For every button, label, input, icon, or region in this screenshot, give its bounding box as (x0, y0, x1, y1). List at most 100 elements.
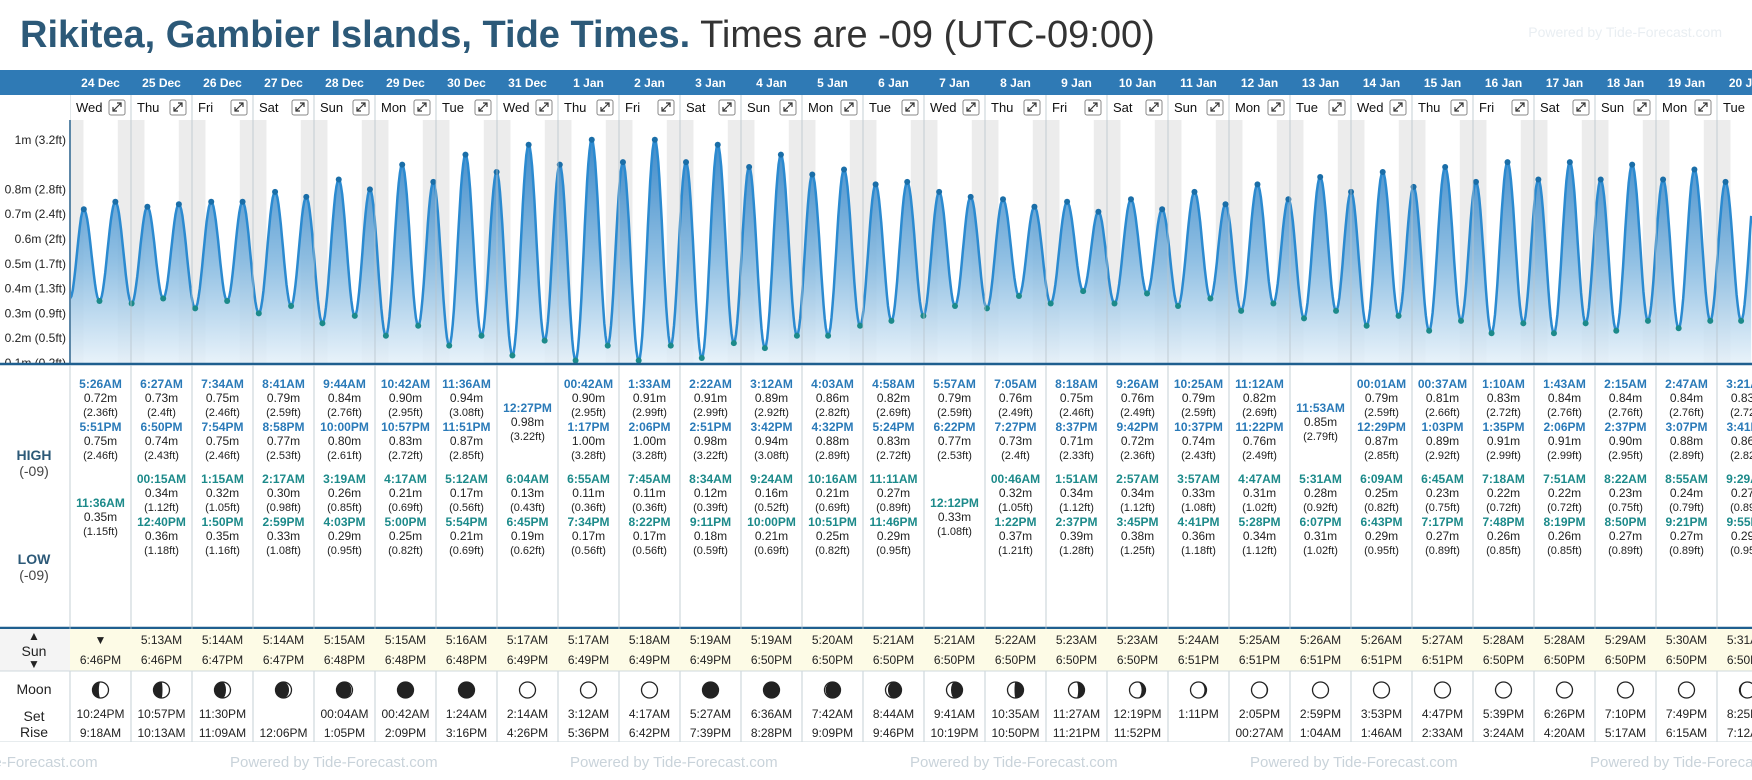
tide-time: 3:45PM (1116, 515, 1158, 529)
tide-time: 1:22PM (994, 515, 1036, 529)
tide-height-m: 0.31m (1243, 486, 1276, 500)
sunrise-time: 5:26AM (1300, 633, 1341, 647)
low-tide-marker (319, 320, 326, 327)
tide-time: 7:34AM (201, 377, 244, 391)
tide-height-ft: (2.53ft) (266, 450, 301, 462)
day-date-label: 16 Jan (1485, 76, 1522, 90)
day-weekday-label: Mon (1235, 100, 1260, 115)
tide-height-ft: (2.82ft) (815, 407, 850, 419)
tide-height-m: 0.26m (1548, 529, 1581, 543)
tide-height-m: 0.94m (450, 391, 483, 405)
tide-height-ft: (0.82ft) (1364, 502, 1399, 514)
moonrise-time: 9:46PM (873, 726, 914, 740)
tide-height-ft: (2.4ft) (147, 407, 176, 419)
expand-arrows-icon (844, 102, 854, 112)
sunrise-time: 5:17AM (568, 633, 609, 647)
tide-time: 4:58AM (872, 377, 915, 391)
moon-phase-icon (1616, 681, 1635, 699)
footer-watermark: Powered by Tide-Forecast.com (1590, 754, 1752, 771)
low-tide-marker (730, 340, 737, 347)
moonrise-time: 5:17AM (1605, 726, 1646, 740)
y-axis-gutter (0, 120, 70, 363)
tide-height-m: 0.73m (999, 434, 1032, 448)
tide-time: 10:16AM (808, 472, 857, 486)
tide-time: 8:58PM (262, 420, 304, 434)
tide-time: 3:12AM (750, 377, 793, 391)
day-date-label: 9 Jan (1061, 76, 1092, 90)
high-tz-label: (-09) (19, 463, 49, 479)
moon-shadow (1076, 682, 1085, 698)
low-tide-marker (983, 305, 990, 312)
day-date-label: 28 Dec (325, 76, 364, 90)
moon-phase-icon (518, 681, 537, 699)
low-tide-marker (1270, 300, 1277, 307)
day-weekday-label: Sat (1540, 100, 1560, 115)
day-date-label: 13 Jan (1302, 76, 1339, 90)
tide-height-m: 0.79m (938, 391, 971, 405)
tide-time: 10:42AM (381, 377, 430, 391)
tide-height-ft: (2.72ft) (1486, 407, 1521, 419)
tide-time: 10:51PM (808, 515, 857, 529)
tide-height-ft: (2.92ft) (754, 407, 789, 419)
tide-height-m: 0.34m (1243, 529, 1276, 543)
moon-shadow (825, 682, 841, 698)
low-tide-marker (572, 357, 579, 364)
high-tide-marker (904, 178, 911, 185)
tide-height-m: 0.90m (389, 391, 422, 405)
tide-height-m: 0.13m (511, 486, 544, 500)
tide-height-ft: (1.28ft) (1059, 545, 1094, 557)
tide-time: 3:41PM (1726, 420, 1752, 434)
expand-arrows-icon (905, 102, 915, 112)
tide-height-ft: (1.02ft) (1242, 502, 1277, 514)
day-date-label: 8 Jan (1000, 76, 1031, 90)
day-weekday-label: Sun (747, 100, 770, 115)
y-tick-label: 0.5m (1.7ft) (5, 257, 66, 271)
y-tick-label: 0.4m (1.3ft) (5, 282, 66, 296)
tide-height-ft: (2.4ft) (1001, 450, 1030, 462)
tide-height-ft: (2.49ft) (1120, 407, 1155, 419)
tide-time: 9:24AM (750, 472, 793, 486)
high-tide-marker (1691, 166, 1698, 173)
moonrise-time: 12:06PM (259, 726, 307, 740)
tide-height-ft: (2.43ft) (144, 450, 179, 462)
tide-height-ft: (0.56ft) (449, 502, 484, 514)
tide-height-ft: (2.85ft) (1364, 450, 1399, 462)
tide-height-m: 0.84m (1548, 391, 1581, 405)
low-tide-marker (509, 352, 516, 359)
low-tide-marker (857, 322, 864, 329)
tide-height-m: 0.79m (1182, 391, 1215, 405)
tide-time: 3:21AM (1726, 377, 1752, 391)
high-tide-marker (651, 136, 658, 143)
tide-height-ft: (2.99ft) (693, 407, 728, 419)
low-tide-marker (825, 332, 832, 339)
tide-height-ft: (2.59ft) (1181, 407, 1216, 419)
day-weekday-label: Mon (1662, 100, 1687, 115)
moonset-time: 10:35AM (991, 707, 1039, 721)
date-header-band (0, 70, 1752, 95)
day-date-label: 11 Jan (1180, 76, 1217, 90)
tide-chart-svg: 0.1m (0.2ft)0.2m (0.5ft)0.3m (0.9ft)0.4m… (0, 70, 1752, 780)
moonset-time: 5:27AM (690, 707, 731, 721)
moon-shadow (1137, 682, 1146, 698)
moon-shadow (1198, 682, 1207, 698)
moonset-time: 11:27AM (1053, 707, 1100, 721)
expand-arrows-icon (1576, 102, 1586, 112)
tide-height-m: 0.79m (1365, 391, 1398, 405)
day-weekday-label: Thu (137, 100, 159, 115)
expand-arrows-icon (1027, 102, 1037, 112)
tide-height-ft: (2.99ft) (1547, 450, 1582, 462)
tide-height-ft: (3.28ft) (632, 450, 667, 462)
tide-time: 00:46AM (991, 472, 1040, 486)
sunset-time: 6:48PM (446, 653, 487, 667)
moonrise-time: 1:04AM (1300, 726, 1341, 740)
y-tick-label: 0.3m (0.9ft) (5, 306, 66, 320)
tide-height-ft: (0.52ft) (754, 502, 789, 514)
moonrise-time: 10:19PM (930, 726, 978, 740)
tide-height-ft: (2.61ft) (327, 450, 362, 462)
tide-time: 1:43AM (1543, 377, 1586, 391)
tide-height-ft: (0.98ft) (266, 502, 301, 514)
moon-row-label: Moon (16, 681, 51, 697)
high-tide-marker (399, 161, 406, 168)
tide-height-ft: (1.18ft) (144, 545, 179, 557)
tide-time: 3:57AM (1177, 472, 1220, 486)
